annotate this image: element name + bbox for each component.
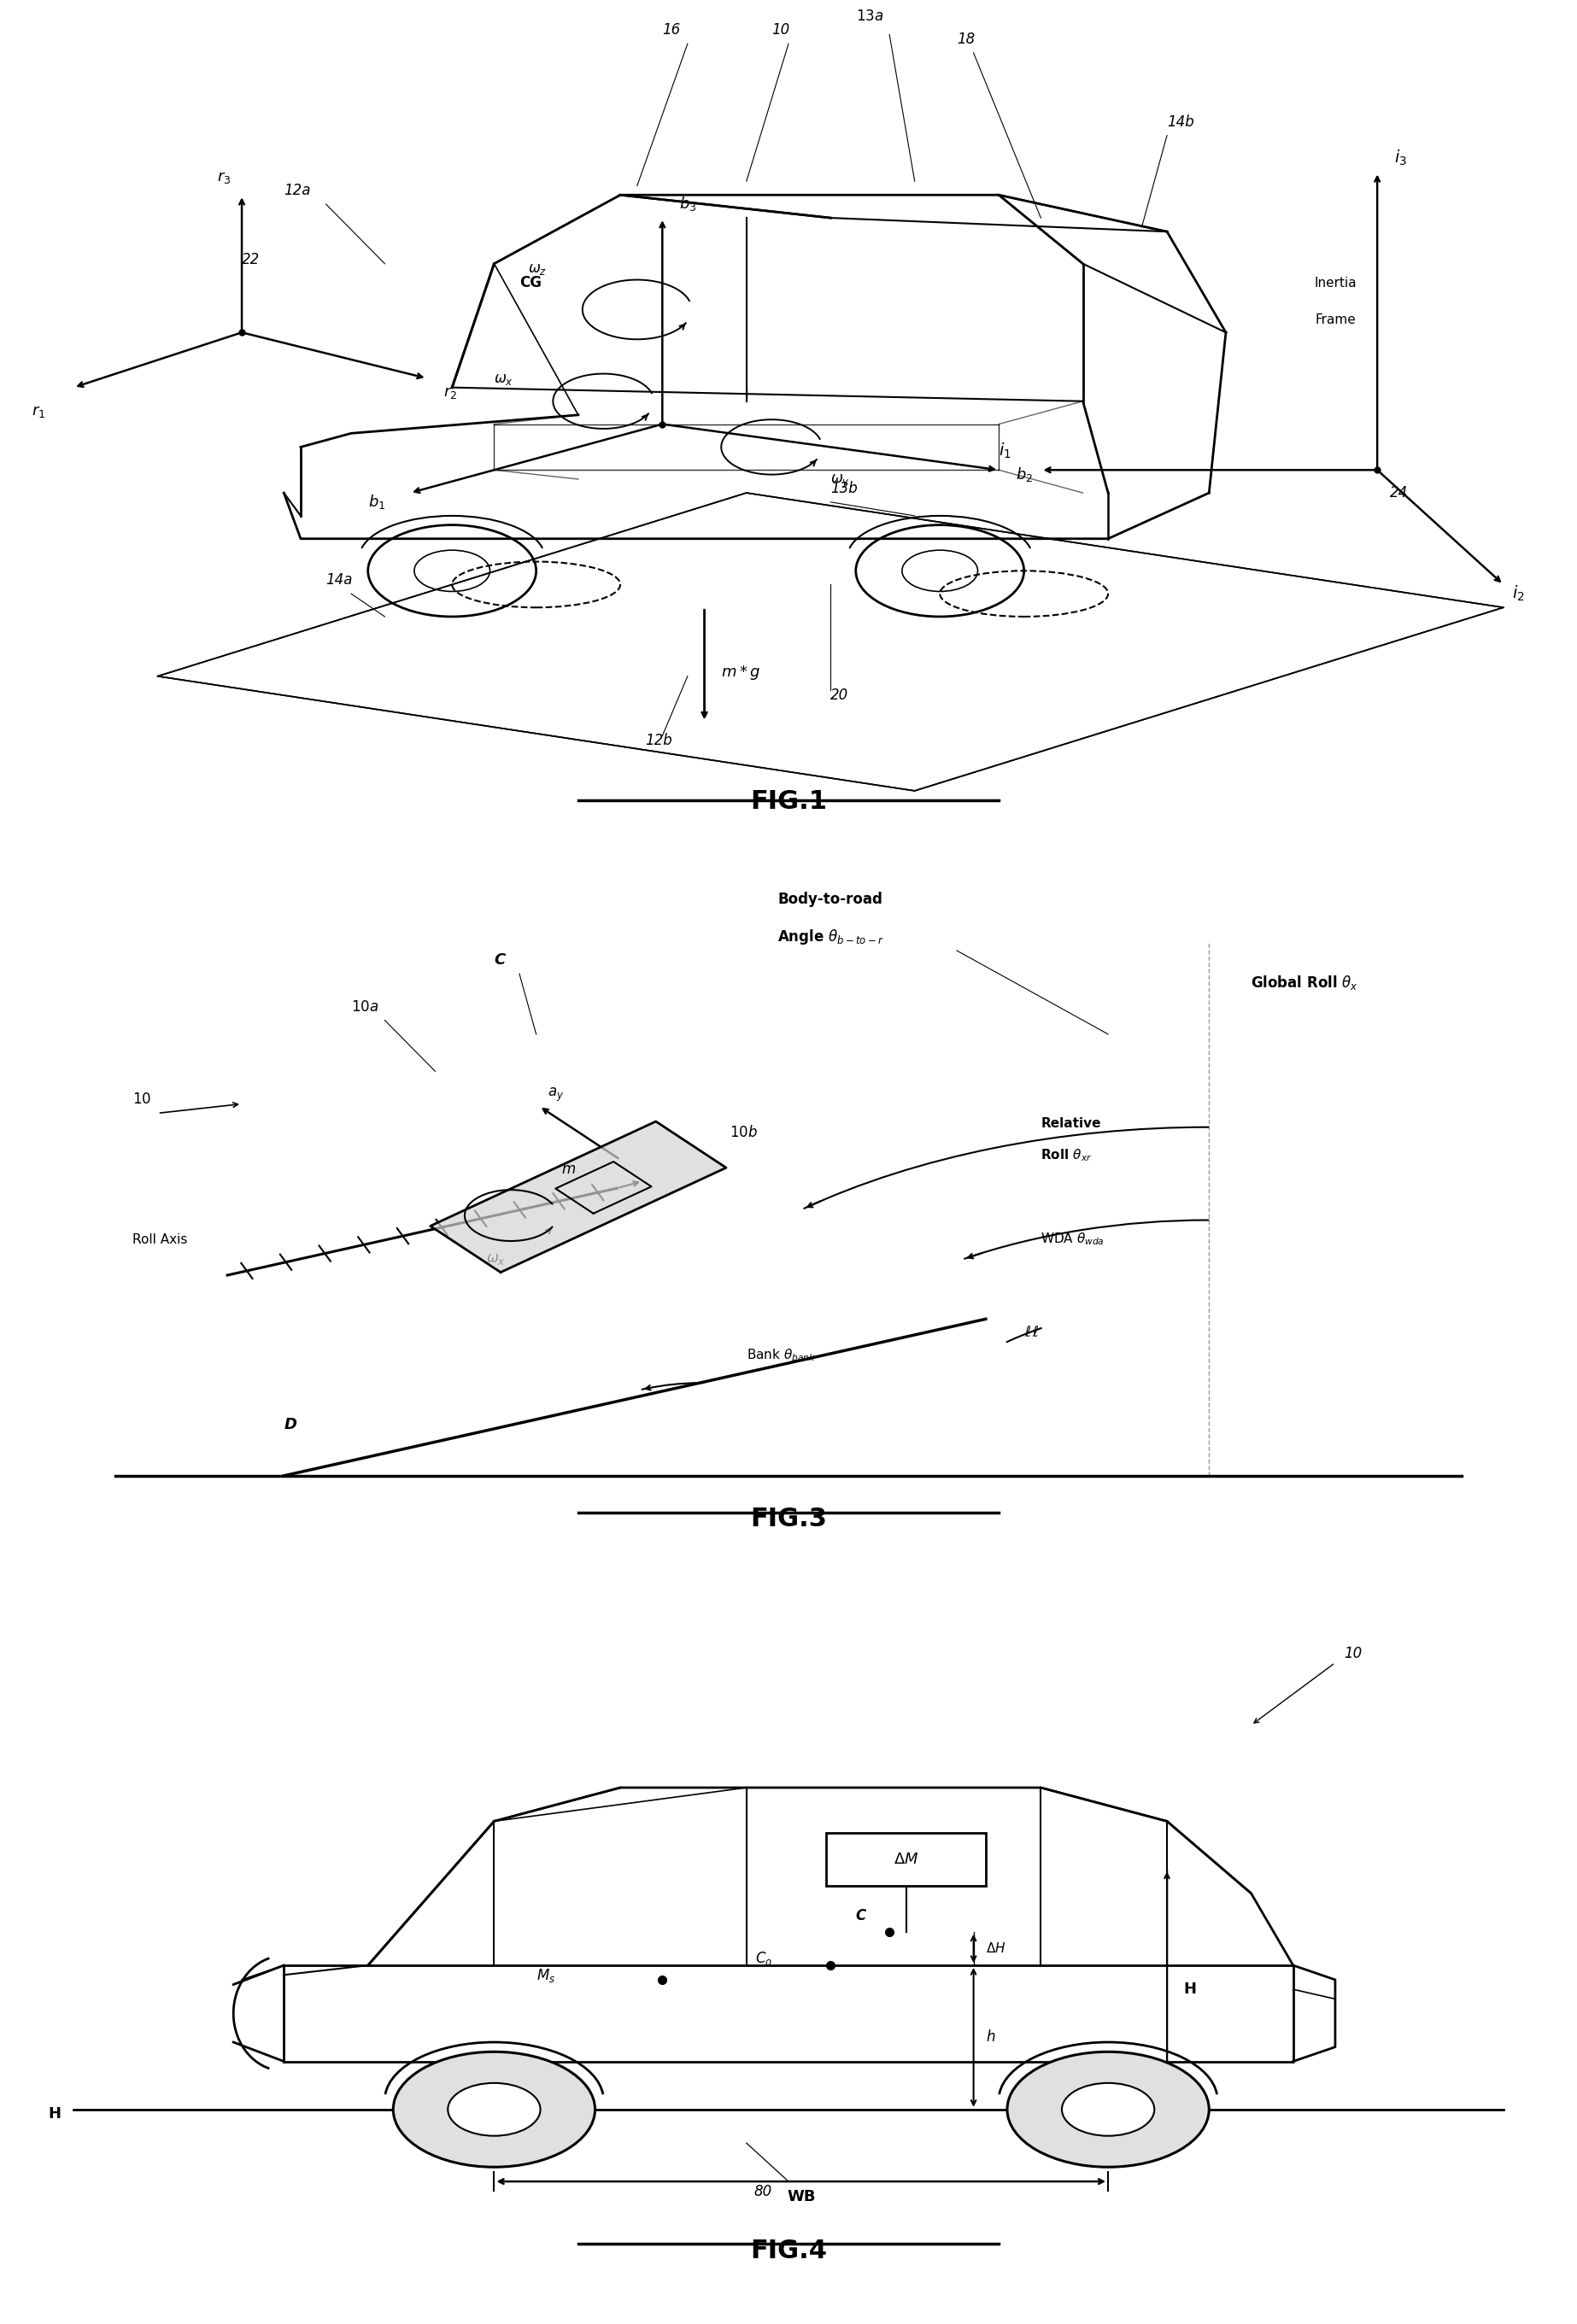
Circle shape (448, 2082, 541, 2136)
Text: 13b: 13b (831, 481, 858, 497)
Text: h: h (986, 2029, 995, 2045)
Text: CG: CG (519, 274, 541, 290)
Text: 24: 24 (1389, 486, 1408, 502)
Text: Roll $\theta_{xr}$: Roll $\theta_{xr}$ (1041, 1148, 1093, 1164)
Text: $m$: $m$ (561, 1162, 576, 1176)
Polygon shape (431, 1122, 725, 1271)
Text: $M_s$: $M_s$ (536, 1966, 555, 1985)
Text: $b_1$: $b_1$ (367, 493, 385, 511)
Text: 20: 20 (831, 688, 848, 702)
Text: $b_3$: $b_3$ (680, 195, 697, 214)
Circle shape (393, 2052, 595, 2166)
Text: 12a: 12a (284, 184, 311, 198)
Text: D: D (284, 1418, 296, 1432)
Text: C: C (856, 1908, 866, 1924)
Text: C: C (494, 953, 506, 967)
Text: $i_1$: $i_1$ (998, 442, 1011, 460)
Text: $i_3$: $i_3$ (1394, 149, 1407, 167)
Text: $\Delta H$: $\Delta H$ (986, 1941, 1006, 1954)
Text: $10$: $10$ (132, 1092, 151, 1106)
Text: Angle $\theta_{b-to-r}$: Angle $\theta_{b-to-r}$ (777, 927, 883, 946)
Text: WB: WB (787, 2189, 815, 2203)
Text: $i_2$: $i_2$ (1512, 583, 1525, 602)
Text: WDA $\theta_{wda}$: WDA $\theta_{wda}$ (1041, 1232, 1104, 1248)
Text: $\omega_x$: $\omega_x$ (494, 372, 514, 388)
Text: $C_o$: $C_o$ (755, 1950, 773, 1966)
Text: Body-to-road: Body-to-road (777, 892, 883, 906)
Text: Relative: Relative (1041, 1118, 1101, 1129)
Text: $\ell\,\ell$: $\ell\,\ell$ (1023, 1325, 1039, 1339)
Circle shape (1061, 2082, 1154, 2136)
Text: 16: 16 (662, 23, 681, 37)
Text: $\omega_z$: $\omega_z$ (528, 263, 547, 277)
Text: Global Roll $\theta_x$: Global Roll $\theta_x$ (1251, 974, 1359, 992)
Text: $\omega_x$: $\omega_x$ (486, 1250, 505, 1267)
Text: $10a$: $10a$ (352, 999, 378, 1013)
FancyBboxPatch shape (826, 1834, 986, 1887)
Text: Inertia: Inertia (1314, 277, 1356, 288)
Text: 22: 22 (241, 251, 260, 267)
Text: $\omega_y$: $\omega_y$ (831, 474, 850, 490)
Text: 14b: 14b (1167, 114, 1194, 130)
Text: $a_y$: $a_y$ (547, 1088, 565, 1104)
Text: $m*g$: $m*g$ (721, 662, 760, 681)
Text: $r_1$: $r_1$ (32, 404, 46, 418)
Text: 10: 10 (771, 23, 790, 37)
Text: Frame: Frame (1315, 314, 1356, 325)
Text: Bank $\theta_{bank}$: Bank $\theta_{bank}$ (746, 1348, 815, 1364)
Text: 14a: 14a (326, 572, 353, 588)
Text: FIG.4: FIG.4 (751, 2238, 826, 2264)
Text: H: H (1184, 1982, 1197, 1996)
Text: 12b: 12b (645, 732, 673, 748)
Text: Roll Axis: Roll Axis (132, 1234, 188, 1246)
Text: $\Delta M$: $\Delta M$ (894, 1852, 919, 1868)
Text: FIG.3: FIG.3 (751, 1506, 826, 1532)
Text: $13a$: $13a$ (856, 9, 883, 23)
Circle shape (1008, 2052, 1210, 2166)
Text: $b_2$: $b_2$ (1016, 465, 1033, 483)
Text: $r_3$: $r_3$ (216, 170, 230, 186)
Text: 80: 80 (754, 2185, 773, 2199)
Text: 18: 18 (957, 33, 975, 46)
Text: $r_2$: $r_2$ (443, 386, 457, 402)
Text: $10b$: $10b$ (730, 1125, 757, 1139)
Text: 10: 10 (1344, 1645, 1363, 1662)
Text: FIG.1: FIG.1 (751, 788, 826, 813)
Text: H: H (49, 2106, 62, 2122)
